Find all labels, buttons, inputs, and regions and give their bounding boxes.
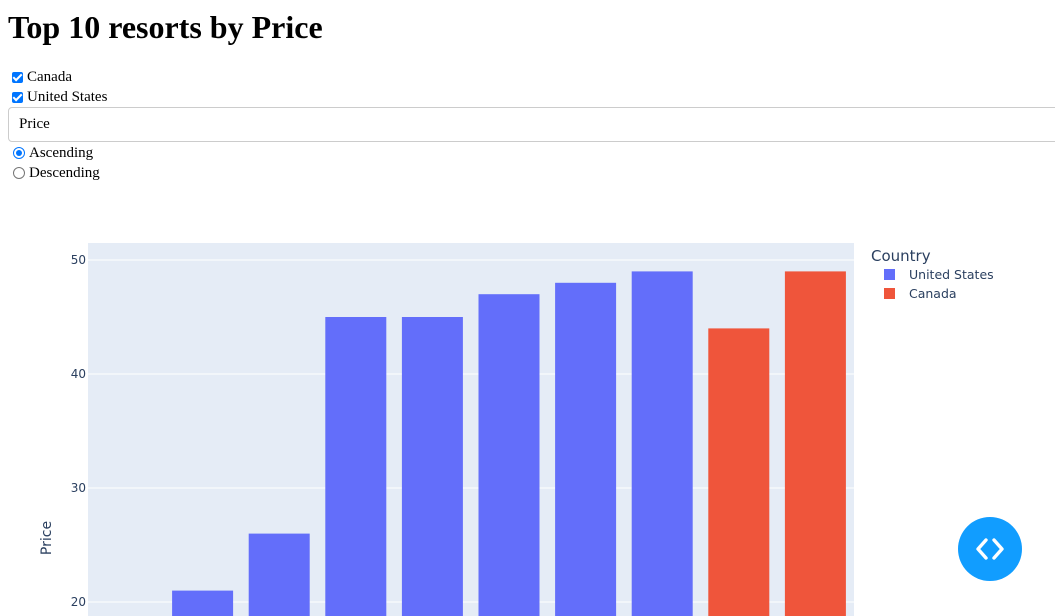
bar-canada[interactable] xyxy=(708,328,770,616)
legend-swatch[interactable] xyxy=(884,269,895,280)
page-title: Top 10 resorts by Price xyxy=(8,9,323,45)
checkbox-label: Canada xyxy=(27,69,72,85)
y-tick-labels: 20 30 40 50 xyxy=(71,253,86,609)
country-checkbox-canada[interactable]: Canada xyxy=(12,67,72,87)
bar-united-states[interactable] xyxy=(555,282,617,616)
legend: United States Canada xyxy=(884,267,994,301)
bar-united-states[interactable] xyxy=(631,271,693,616)
radio-label: Descending xyxy=(29,165,100,181)
country-checkbox-united-states[interactable]: United States xyxy=(12,87,107,107)
radio-label: Ascending xyxy=(29,145,94,161)
bar-united-states[interactable] xyxy=(172,590,234,616)
y-tick-label: 30 xyxy=(71,481,86,495)
price-bar-chart: 20 30 40 50 Price Country United States Cana… xyxy=(0,220,1055,616)
order-radio-descending[interactable]: Descending xyxy=(13,163,100,183)
bar-united-states[interactable] xyxy=(248,533,310,616)
bar-canada[interactable] xyxy=(784,271,846,616)
checkbox-checked-icon[interactable] xyxy=(12,91,23,103)
bar-united-states[interactable] xyxy=(325,317,387,616)
bar-united-states[interactable] xyxy=(401,317,463,616)
checkbox-checked-icon[interactable] xyxy=(12,71,23,83)
y-tick-label: 50 xyxy=(71,253,86,267)
dropdown-selected-value: Price xyxy=(19,116,50,132)
y-axis-title: Price xyxy=(39,521,55,555)
chart-svg: 20 30 40 50 Price Country United States Cana… xyxy=(39,243,994,616)
code-brackets-icon xyxy=(976,538,1004,560)
legend-label[interactable]: Canada xyxy=(909,286,957,301)
sort-field-dropdown[interactable]: Price xyxy=(8,107,1055,142)
debug-toggle-button[interactable] xyxy=(958,517,1022,581)
y-tick-label: 40 xyxy=(71,367,86,381)
y-tick-label: 20 xyxy=(71,595,86,609)
checkbox-label: United States xyxy=(27,89,108,105)
radio-unselected-icon[interactable] xyxy=(13,167,25,179)
legend-swatch[interactable] xyxy=(884,288,895,299)
legend-label[interactable]: United States xyxy=(909,267,994,282)
legend-title: Country xyxy=(871,247,931,265)
radio-selected-icon[interactable] xyxy=(13,147,25,159)
order-radio-ascending[interactable]: Ascending xyxy=(13,143,93,163)
bars xyxy=(172,271,846,616)
bar-united-states[interactable] xyxy=(478,294,540,616)
